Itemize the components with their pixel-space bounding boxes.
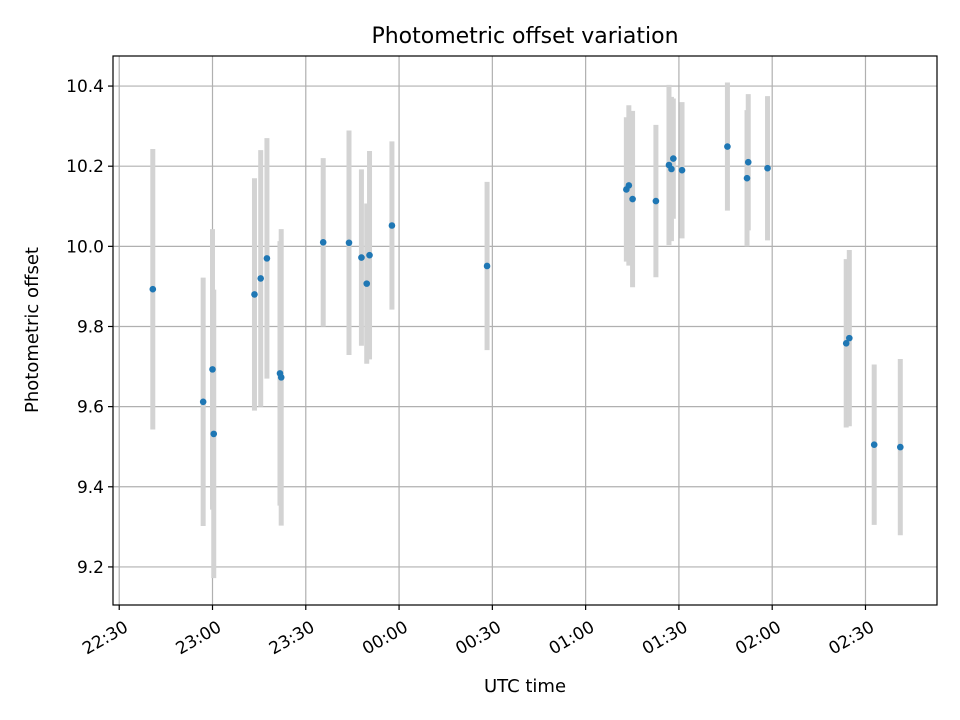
- data-point: [149, 285, 157, 293]
- data-point: [764, 164, 771, 172]
- data-point: [625, 182, 633, 189]
- data-point: [668, 165, 675, 173]
- data-point: [897, 443, 904, 451]
- data-point: [724, 143, 731, 150]
- data-point: [319, 239, 327, 246]
- data-point: [366, 251, 373, 259]
- y-tick-label: 9.2: [77, 558, 104, 578]
- data-point: [629, 195, 636, 203]
- x-axis-label: UTC time: [484, 676, 566, 697]
- data-point: [670, 155, 677, 162]
- data-point: [846, 334, 853, 342]
- data-point: [257, 275, 264, 282]
- data-point: [678, 166, 686, 174]
- data-point: [263, 255, 271, 262]
- chart-title: Photometric offset variation: [371, 24, 678, 49]
- data-point: [199, 398, 207, 406]
- data-point: [251, 291, 258, 298]
- y-tick-label: 10.0: [66, 237, 104, 257]
- data-point: [744, 158, 752, 166]
- plot-frame: [112, 55, 938, 606]
- y-tick-label: 9.6: [77, 398, 104, 418]
- y-axis-label: Photometric offset: [22, 247, 43, 413]
- data-points: [149, 143, 904, 451]
- data-point: [388, 222, 396, 229]
- data-point: [210, 430, 218, 438]
- data-point: [345, 239, 353, 247]
- grid-lines: [113, 56, 937, 605]
- y-tick-label: 9.8: [77, 317, 104, 337]
- data-point: [483, 262, 491, 270]
- data-point: [209, 366, 216, 373]
- y-tick-label: 9.4: [77, 478, 104, 498]
- y-tick-label: 10.4: [66, 77, 104, 97]
- data-point: [870, 441, 878, 449]
- data-point: [652, 197, 660, 205]
- y-tick-label: 10.2: [66, 157, 104, 177]
- data-point: [363, 280, 371, 287]
- data-point: [277, 374, 285, 381]
- data-point: [842, 340, 850, 347]
- data-point: [358, 254, 365, 261]
- data-point: [743, 174, 751, 182]
